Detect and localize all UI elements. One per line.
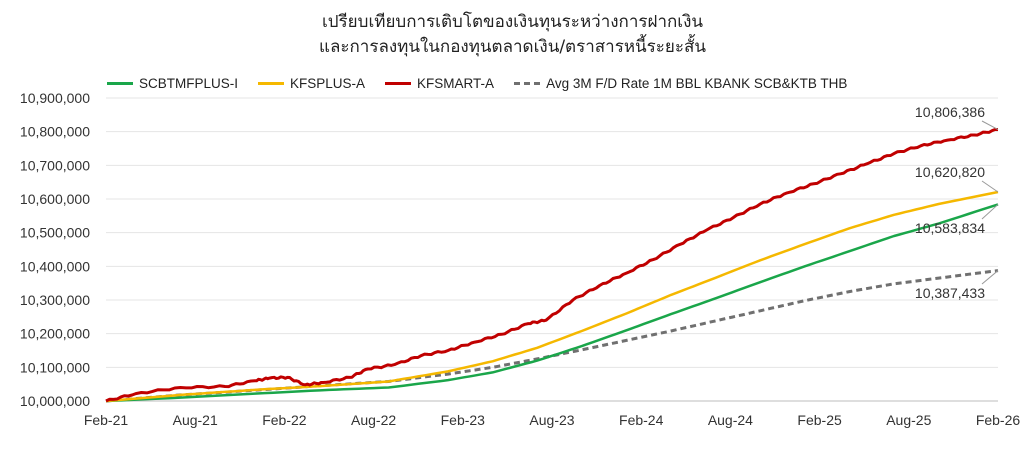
series-line bbox=[105, 190, 999, 403]
x-tick-label: Aug-23 bbox=[529, 412, 574, 428]
legend-swatch-scbtmfplus bbox=[107, 81, 133, 85]
end-label-leader bbox=[981, 120, 999, 130]
x-tick-label: Feb-25 bbox=[797, 412, 842, 428]
series-line bbox=[105, 269, 999, 403]
legend-item-kfsplus: KFSPLUS-A bbox=[258, 76, 365, 91]
y-tick-label: 10,500,000 bbox=[20, 225, 90, 241]
y-tick-label: 10,000,000 bbox=[20, 393, 90, 409]
legend-item-scbtmfplus: SCBTMFPLUS-I bbox=[107, 76, 238, 91]
legend-item-avg-fd-rate: Avg 3M F/D Rate 1M BBL KBANK SCB&KTB THB bbox=[514, 76, 847, 91]
end-label-layer: 10,806,386 10,620,820 10,583,834 10,387,433 bbox=[915, 104, 999, 301]
chart-title-line1: เปรียบเทียบการเติบโตของเงินทุนระหว่างการ… bbox=[321, 12, 704, 32]
x-tick-label: Aug-22 bbox=[351, 412, 396, 428]
legend-label-avg-fd-rate: Avg 3M F/D Rate 1M BBL KBANK SCB&KTB THB bbox=[546, 75, 848, 91]
series-layer bbox=[105, 128, 999, 403]
y-tick-label: 10,800,000 bbox=[20, 124, 90, 140]
x-tick-label: Feb-26 bbox=[976, 412, 1021, 428]
x-tick-label: Aug-24 bbox=[708, 412, 753, 428]
end-label-leader bbox=[981, 204, 999, 220]
x-tick-label: Aug-21 bbox=[173, 412, 218, 428]
end-label-leader bbox=[981, 270, 999, 285]
y-tick-label: 10,700,000 bbox=[20, 157, 90, 173]
chart-legend: SCBTMFPLUS-I KFSPLUS-A KFSMART-A Avg 3M … bbox=[107, 74, 867, 92]
legend-item-kfsmart: KFSMART-A bbox=[385, 76, 494, 91]
x-tick-label: Feb-21 bbox=[84, 412, 129, 428]
end-value-label: 10,583,834 bbox=[915, 220, 985, 236]
y-tick-label: 10,600,000 bbox=[20, 191, 90, 207]
legend-swatch-avg-fd-rate bbox=[514, 81, 541, 85]
grid-layer bbox=[106, 97, 998, 402]
legend-swatch-kfsplus bbox=[258, 81, 285, 85]
end-value-label: 10,806,386 bbox=[915, 104, 985, 120]
legend-label-kfsmart: KFSMART-A bbox=[417, 75, 495, 91]
y-tick-label: 10,900,000 bbox=[20, 90, 90, 106]
legend-swatch-kfsmart bbox=[385, 81, 412, 85]
x-tick-label: Aug-25 bbox=[886, 412, 931, 428]
y-tick-label: 10,400,000 bbox=[20, 258, 90, 274]
end-label-leader bbox=[981, 180, 999, 193]
series-line bbox=[105, 128, 998, 403]
chart-title-line2: และการลงทุนในกองทุนตลาดเงิน/ตราสารหนี้ระ… bbox=[318, 37, 707, 57]
x-tick-label: Feb-22 bbox=[262, 412, 307, 428]
axis-layer: 10,000,000 10,100,000 10,200,000 10,300,000… bbox=[20, 90, 1020, 428]
series-line bbox=[105, 203, 999, 403]
end-value-label: 10,387,433 bbox=[915, 285, 985, 301]
legend-label-kfsplus: KFSPLUS-A bbox=[290, 75, 366, 91]
y-tick-label: 10,100,000 bbox=[20, 359, 90, 375]
x-tick-label: Feb-24 bbox=[619, 412, 664, 428]
end-value-label: 10,620,820 bbox=[915, 164, 985, 180]
x-tick-label: Feb-23 bbox=[441, 412, 486, 428]
y-tick-label: 10,200,000 bbox=[20, 326, 90, 342]
legend-label-scbtmfplus: SCBTMFPLUS-I bbox=[139, 75, 239, 91]
y-tick-label: 10,300,000 bbox=[20, 292, 90, 308]
